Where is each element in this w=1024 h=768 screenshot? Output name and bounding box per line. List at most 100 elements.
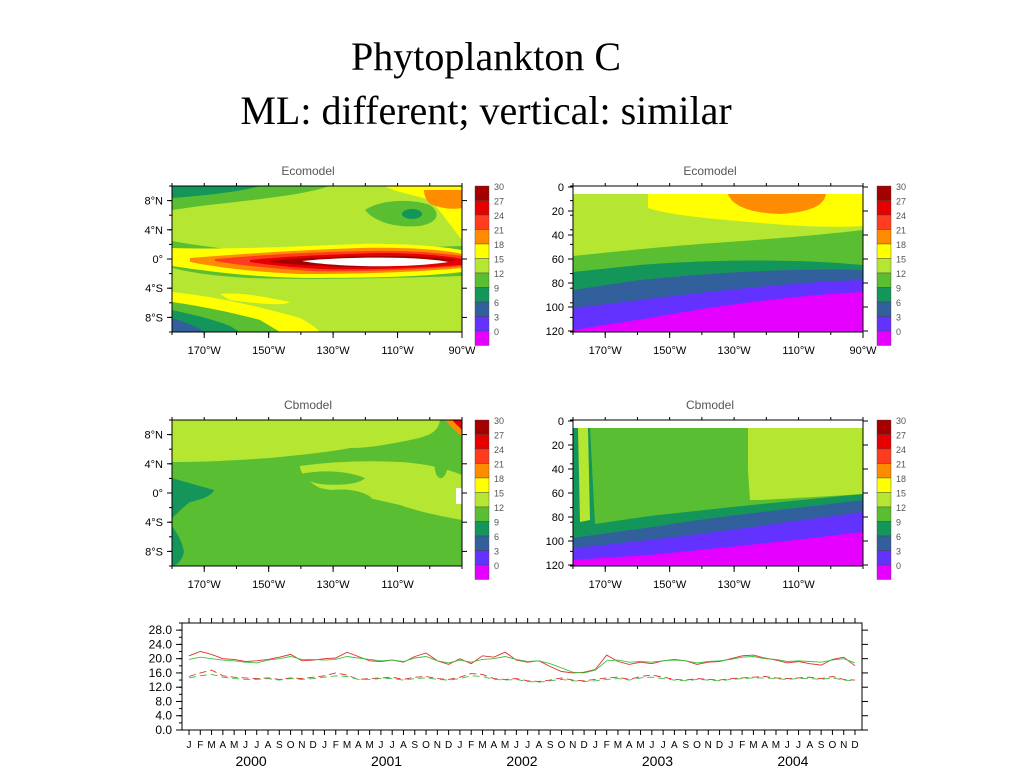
colorbar-label: 6 xyxy=(494,532,499,542)
x-tick-label: 150°W xyxy=(252,345,286,357)
month-label: D xyxy=(445,740,452,751)
month-label: M xyxy=(343,740,351,751)
month-label: D xyxy=(716,740,723,751)
month-label: J xyxy=(254,740,259,751)
colorbar-label: 9 xyxy=(896,518,901,528)
colorbar-label: 24 xyxy=(494,445,504,455)
y-tick-label: 20 xyxy=(552,440,564,452)
colorbar-swatch xyxy=(474,287,490,303)
panel-title: Cbmodel xyxy=(284,398,332,412)
panel-cbmodel-map: Cbmodel 8°N 4°N 0° 4°S 8°S 170°W 150°W 130°W 11… xyxy=(145,398,467,591)
colorbar-swatch xyxy=(474,243,490,259)
colorbar-label: 15 xyxy=(896,489,906,499)
colorbar-label: 12 xyxy=(494,269,504,279)
month-label: J xyxy=(514,740,519,751)
panel-title: Ecomodel xyxy=(281,164,334,178)
month-label: F xyxy=(197,740,203,751)
colorbar-swatch xyxy=(474,535,490,551)
month-label: M xyxy=(501,740,509,751)
colorbar-label: 30 xyxy=(896,416,906,426)
colorbar-label: 9 xyxy=(896,284,901,294)
month-label: F xyxy=(468,740,474,751)
y-tick-label: 8°N xyxy=(145,430,164,442)
y-tick-label: 0.0 xyxy=(155,723,172,737)
timeseries-frame xyxy=(181,622,863,731)
colorbar-label: 12 xyxy=(494,503,504,513)
month-label: D xyxy=(310,740,317,751)
colorbar-swatch xyxy=(474,301,490,317)
colorbar-swatch xyxy=(474,330,490,346)
month-label: M xyxy=(207,740,215,751)
x-tick-label: 130°W xyxy=(317,345,351,357)
month-label: J xyxy=(649,740,654,751)
panel-title: Cbmodel xyxy=(686,398,734,412)
x-tick-label: 170°W xyxy=(188,345,222,357)
month-label: D xyxy=(580,740,587,751)
month-label: M xyxy=(230,740,238,751)
series-line-3 xyxy=(188,673,856,683)
month-label: A xyxy=(536,740,543,751)
colorbar-label: 24 xyxy=(896,211,906,221)
colorbar-label: 15 xyxy=(494,255,504,265)
colorbar-label: 21 xyxy=(896,226,906,236)
panel-ecomodel-section: Ecomodel 0 20 40 60 80 100 120 170°W 150°W 130°W… xyxy=(546,164,877,357)
month-label: M xyxy=(772,740,780,751)
y-tick-label: 120 xyxy=(546,560,564,572)
month-label: A xyxy=(220,740,227,751)
colorbar-label: 30 xyxy=(494,182,504,192)
month-label: O xyxy=(693,740,701,751)
month-label: N xyxy=(569,740,576,751)
month-label: J xyxy=(661,740,666,751)
month-label: S xyxy=(276,740,283,751)
colorbar-label: 3 xyxy=(896,547,901,557)
colorbar-label: 0 xyxy=(494,561,499,571)
x-tick-label: 110°W xyxy=(782,579,815,591)
y-tick-label: 40 xyxy=(552,230,564,242)
colorbar-swatch xyxy=(876,463,892,479)
y-tick-label: 100 xyxy=(546,302,564,314)
month-label: N xyxy=(298,740,305,751)
colorbar-swatch xyxy=(474,463,490,479)
colorbar-label: 3 xyxy=(494,547,499,557)
colorbar-label: 27 xyxy=(494,431,504,441)
x-tick-label: 110°W xyxy=(782,345,815,357)
month-label: F xyxy=(604,740,610,751)
colorbar-label: 6 xyxy=(896,298,901,308)
colorbar-swatch xyxy=(474,492,490,508)
month-label: M xyxy=(365,740,373,751)
month-label: J xyxy=(525,740,530,751)
month-label: A xyxy=(626,740,633,751)
colorbar-label: 24 xyxy=(896,445,906,455)
y-tick-label: 80 xyxy=(552,278,564,290)
colorbar-swatch xyxy=(474,229,490,245)
colorbar-label: 0 xyxy=(494,327,499,337)
colorbar-label: 21 xyxy=(896,460,906,470)
month-label: A xyxy=(807,740,814,751)
x-tick-label: 170°W xyxy=(589,345,623,357)
month-label: J xyxy=(187,740,192,751)
month-label: J xyxy=(390,740,395,751)
panel-title: Ecomodel xyxy=(683,164,736,178)
colorbar-label: 3 xyxy=(896,313,901,323)
month-label: F xyxy=(739,740,745,751)
colorbar-swatch xyxy=(474,434,490,450)
y-tick-label: 8.0 xyxy=(155,694,172,708)
month-label: M xyxy=(749,740,757,751)
month-label: S xyxy=(547,740,554,751)
year-label: 2002 xyxy=(506,753,537,768)
colorbar-swatch xyxy=(876,419,892,435)
month-label: O xyxy=(829,740,837,751)
y-tick-label: 100 xyxy=(546,536,564,548)
colorbar-swatch xyxy=(474,550,490,566)
month-label: M xyxy=(636,740,644,751)
colorbar-swatch xyxy=(876,550,892,566)
series-line-2 xyxy=(188,669,856,682)
x-tick-label: 90°W xyxy=(448,345,476,357)
y-tick-label: 24.0 xyxy=(149,637,173,651)
month-label: S xyxy=(818,740,825,751)
month-label: S xyxy=(682,740,689,751)
month-label: A xyxy=(671,740,678,751)
colorbar-swatch xyxy=(876,200,892,216)
